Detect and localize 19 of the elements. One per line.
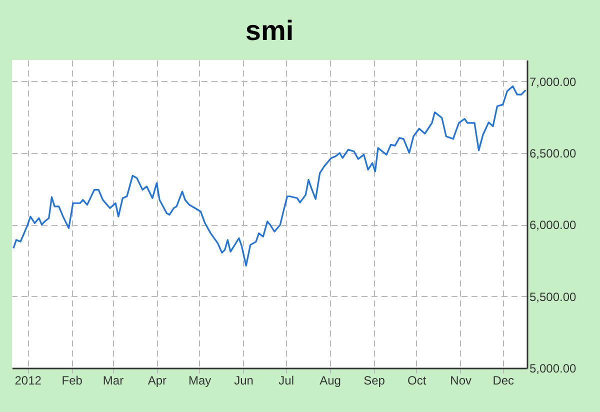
y-tick-label: 6,500.00 — [530, 146, 577, 161]
x-tick-label: Dec — [492, 374, 514, 388]
x-tick-label: Aug — [320, 374, 341, 388]
x-tick-label: Apr — [148, 374, 167, 388]
x-tick-label: Nov — [450, 374, 472, 388]
x-tick-label: Sep — [364, 374, 386, 388]
y-tick-label: 5,500.00 — [530, 290, 577, 304]
line-series — [12, 85, 526, 267]
chart-title: smi — [245, 15, 294, 46]
y-tick-label: 7,000.00 — [530, 74, 577, 89]
y-tick-label: 6,000.00 — [530, 218, 577, 232]
x-tick-label: May — [188, 374, 212, 388]
x-tick-label: Jun — [234, 374, 254, 388]
x-tick-label: Oct — [408, 374, 427, 388]
x-tick-label: Jul — [278, 374, 294, 388]
x-tick-label: Mar — [102, 374, 124, 388]
y-tick-label: 5,000.00 — [530, 362, 577, 376]
x-tick-label: 2012 — [14, 374, 42, 388]
x-tick-label: Feb — [62, 374, 83, 388]
